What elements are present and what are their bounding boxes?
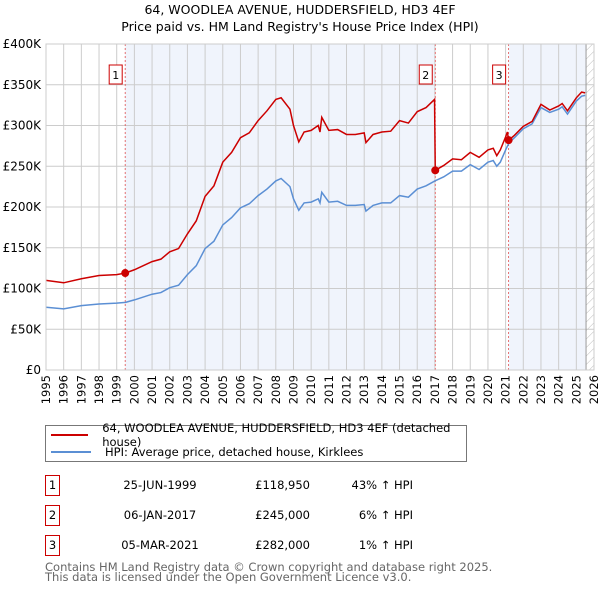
x-tick-label: 2003 (180, 375, 194, 404)
sale-label-box (108, 64, 123, 85)
x-tick-label: 1998 (92, 375, 106, 404)
y-tick-label: £200K (3, 200, 43, 214)
x-tick-label: 2019 (463, 375, 477, 404)
legend-swatch-red (51, 434, 89, 436)
y-tick-label: £150K (3, 241, 43, 255)
sale-label-box (418, 64, 433, 85)
legend-swatch-blue (51, 451, 91, 453)
sale-label: 1 (112, 69, 119, 82)
sale-row: 3 05-MAR-2021 £282,000 1% ↑ HPI (45, 535, 445, 556)
x-tick-label: 2008 (269, 375, 283, 404)
legend-label: HPI: Average price, detached house, Kirk… (105, 445, 364, 459)
x-tick-label: 2026 (587, 375, 600, 404)
sale-label-box (492, 64, 507, 85)
y-tick-label: £400K (3, 37, 43, 51)
x-tick-label: 2009 (286, 375, 300, 404)
x-tick-label: 2005 (216, 375, 230, 404)
sale-point (431, 166, 440, 175)
sale-row: 1 25-JUN-1999 £118,950 43% ↑ HPI (45, 475, 445, 496)
plot-frame (45, 43, 595, 371)
x-tick-label: 2022 (516, 375, 530, 404)
sale-hpi-diff: 6% ↑ HPI (358, 508, 413, 522)
sale-price: £282,000 (255, 538, 310, 552)
sale-marker: 2 (45, 505, 60, 526)
sale-point (504, 136, 513, 145)
x-tick-label: 2016 (410, 375, 424, 404)
y-tick-label: £100K (3, 282, 43, 296)
footer-licence: This data is licensed under the Open Gov… (45, 570, 412, 584)
x-tick-label: 2000 (127, 375, 141, 404)
sale-price: £245,000 (255, 508, 310, 522)
x-tick-label: 1997 (74, 375, 88, 404)
footer-copyright: Contains HM Land Registry data © Crown c… (45, 560, 493, 574)
sale-label: 2 (422, 69, 429, 82)
x-tick-label: 2007 (251, 375, 265, 404)
sale-marker: 3 (45, 535, 60, 556)
x-tick-label: 2012 (340, 375, 354, 404)
x-tick-label: 2013 (357, 375, 371, 404)
x-tick-label: 2002 (163, 375, 177, 404)
y-tick-label: £50K (10, 322, 42, 336)
x-tick-label: 2018 (446, 375, 460, 404)
x-tick-label: 1999 (110, 375, 124, 404)
x-tick-label: 2024 (552, 375, 566, 404)
sale-price: £118,950 (255, 478, 310, 492)
y-tick-label: £0 (26, 363, 41, 377)
x-tick-label: 1995 (39, 375, 53, 404)
chart-subtitle: Price paid vs. HM Land Registry's House … (121, 19, 478, 34)
sale-hpi-diff: 43% ↑ HPI (351, 478, 413, 492)
y-tick-label: £350K (3, 78, 43, 92)
y-tick-label: £250K (3, 159, 43, 173)
x-tick-label: 2004 (198, 375, 212, 404)
sale-marker: 1 (45, 475, 60, 496)
x-tick-label: 2021 (499, 375, 513, 404)
sale-hpi-diff: 1% ↑ HPI (358, 538, 413, 552)
x-tick-label: 2001 (145, 375, 159, 404)
sale-row: 2 06-JAN-2017 £245,000 6% ↑ HPI (45, 505, 445, 526)
chart-title: 64, WOODLEA AVENUE, HUDDERSFIELD, HD3 4E… (144, 2, 455, 17)
x-tick-label: 1996 (57, 375, 71, 404)
legend-item-property: 64, WOODLEA AVENUE, HUDDERSFIELD, HD3 4E… (46, 421, 466, 449)
sale-point (121, 269, 130, 278)
sale-date: 05-MAR-2021 (121, 538, 199, 552)
sale-date: 06-JAN-2017 (123, 508, 197, 522)
x-tick-label: 2006 (233, 375, 247, 404)
x-tick-label: 2025 (569, 375, 583, 404)
x-tick-label: 2010 (304, 375, 318, 404)
price-chart: 64, WOODLEA AVENUE, HUDDERSFIELD, HD3 4E… (3, 2, 600, 404)
sale-date: 25-JUN-1999 (123, 478, 197, 492)
x-tick-label: 2017 (428, 375, 442, 404)
legend-item-hpi: HPI: Average price, detached house, Kirk… (46, 444, 363, 460)
x-tick-label: 2014 (375, 375, 389, 404)
legend-label: 64, WOODLEA AVENUE, HUDDERSFIELD, HD3 4E… (102, 421, 451, 449)
sale-label: 3 (496, 69, 503, 82)
y-tick-label: £300K (3, 119, 43, 133)
legend: 64, WOODLEA AVENUE, HUDDERSFIELD, HD3 4E… (45, 421, 467, 462)
x-tick-label: 2023 (534, 375, 548, 404)
x-tick-label: 2015 (393, 375, 407, 404)
x-tick-label: 2011 (322, 375, 336, 404)
x-tick-label: 2020 (481, 375, 495, 404)
